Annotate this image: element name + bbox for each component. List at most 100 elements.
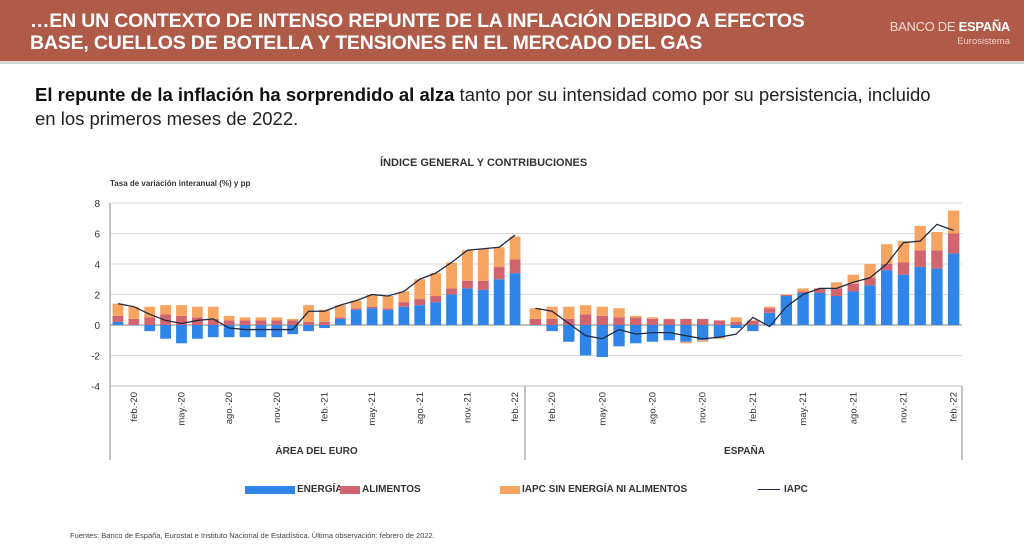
bar-subyacente [847,274,859,284]
bar-alimentos [303,321,314,325]
bar-subyacente [477,248,489,281]
y-tick-label: 6 [94,230,100,241]
bar-energia [334,318,346,325]
bar-alimentos [579,314,592,325]
bar-subyacente [613,308,625,318]
y-tick-label: -4 [91,382,100,393]
bar-alimentos [646,318,659,325]
bar-alimentos [414,299,426,306]
bar-energia [319,325,330,329]
bar-subyacente [191,306,203,318]
bar-energia [830,296,843,325]
bar-energia [223,325,235,338]
bar-energia [696,325,709,341]
bar-subyacente [223,315,235,321]
x-tick-label: nov.-20 [698,392,709,423]
bar-subyacente [414,279,426,300]
bar-energia [713,325,726,338]
bar-alimentos [947,233,960,254]
bar-energia [814,292,826,325]
bar-subyacente [696,340,709,342]
bar-subyacente [493,247,505,268]
bar-subyacente [303,305,314,322]
bar-subyacente [563,306,575,319]
bar-subyacente [462,250,473,281]
bar-alimentos [223,320,235,325]
x-tick-label: nov.-21 [462,392,473,423]
bar-alimentos [493,267,505,280]
bar-subyacente [207,306,219,319]
bar-alimentos [830,288,843,297]
bar-subyacente [271,317,283,321]
x-tick-label: feb.-20 [547,392,558,422]
bar-alimentos [747,320,759,325]
bar-energia [646,325,659,342]
legend-label-iapc: IAPC [784,484,808,495]
bar-alimentos [847,283,859,292]
bar-subyacente [797,288,809,292]
bar-energia [881,270,893,325]
bar-subyacente [596,306,608,316]
x-tick-label: feb.-20 [129,392,140,422]
bar-energia [747,325,759,332]
x-tick-label: may.-20 [597,392,608,426]
bar-energia [914,267,926,325]
panel-label: ÁREA DEL EURO [275,444,357,457]
bar-subyacente [529,308,542,319]
x-tick-label: ago.-20 [224,392,235,424]
bar-energia [382,309,394,325]
bar-alimentos [477,280,489,290]
legend-swatch-energia [245,485,295,494]
bar-subyacente [630,315,642,318]
bar-alimentos [430,296,442,303]
x-tick-label: feb.-22 [510,392,521,422]
bar-subyacente [579,305,592,315]
bar-energia [847,291,859,325]
bar-subyacente [160,305,171,315]
bar-energia [176,325,187,344]
bar-subyacente [446,262,457,289]
bar-alimentos [255,320,267,325]
bar-energia [350,309,362,325]
bar-subyacente [780,294,793,295]
bar-subyacente [897,241,910,263]
bar-alimentos [529,318,542,325]
legend-line-iapc [758,489,780,490]
bar-subyacente [176,305,187,316]
bar-alimentos [398,302,410,307]
bar-alimentos [881,264,893,271]
bar-energia [414,305,426,325]
x-tick-label: may.-21 [798,392,809,426]
bar-alimentos [112,315,124,322]
bar-alimentos [696,318,709,325]
line-iapc [117,234,516,331]
bar-energia [780,296,793,325]
bar-energia [239,325,251,338]
bar-subyacente [864,264,876,278]
bar-energia [680,325,692,342]
bar-subyacente [931,231,943,251]
y-axis-label: Tasa de variación interanual (%) y pp [110,179,251,188]
y-tick-label: 4 [94,260,100,271]
slide-title: …EN UN CONTEXTO DE INTENSO REPUNTE DE LA… [30,10,805,54]
bar-alimentos [446,288,457,295]
bar-alimentos [462,280,473,289]
bar-alimentos [897,262,910,275]
bar-energia [462,288,473,325]
bar-alimentos [239,320,251,325]
panel-label: ESPAÑA [724,444,765,457]
x-tick-label: may.-20 [176,392,187,426]
bar-subyacente [546,306,558,319]
bar-subyacente [144,306,156,318]
x-tick-label: nov.-20 [272,392,283,423]
bar-subyacente [112,303,124,316]
bar-subyacente [914,225,926,251]
bar-alimentos [382,308,394,310]
bar-alimentos [319,321,330,325]
bar-alimentos [287,320,299,325]
bar-energia [529,325,542,326]
x-tick-label: ago.-21 [848,392,859,424]
bar-subyacente [747,320,759,321]
bar-subyacente [509,236,521,260]
y-tick-label: -2 [91,352,100,363]
